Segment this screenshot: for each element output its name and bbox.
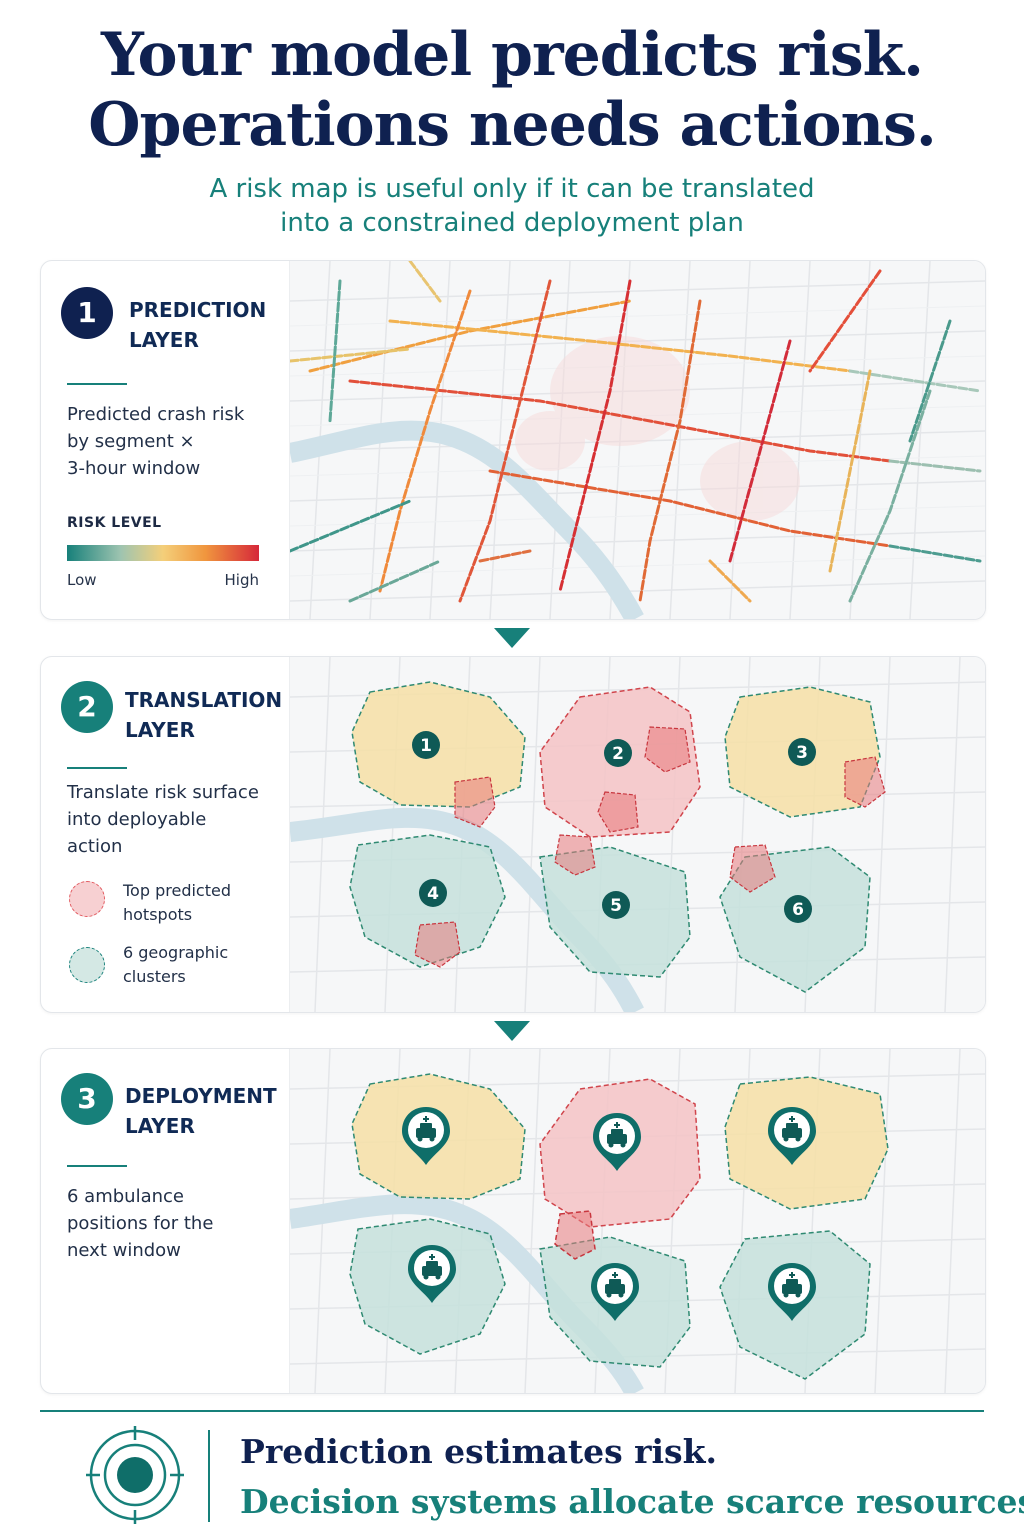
prediction-layer-description: Predicted crash risk by segment × 3-hour…: [67, 401, 277, 482]
cluster-marker-4: [419, 879, 447, 907]
cluster-label-2: 2: [612, 744, 624, 764]
cluster-label-6: 6: [792, 900, 804, 920]
legend-line: Top predicted: [123, 881, 231, 900]
risk-level-label: RISK LEVEL: [67, 515, 162, 531]
cluster-map-svg: 1 2 3 4 5 6: [290, 657, 985, 1012]
hotspot-legend-text: Top predicted hotspots: [123, 879, 273, 927]
divider: [67, 767, 127, 769]
cluster-label-3: 3: [796, 743, 808, 763]
cluster-marker-1: [412, 731, 440, 759]
hotspot: [454, 776, 496, 828]
translation-layer-panel: 2 TRANSLATION LAYER Translate risk surfa…: [40, 656, 986, 1013]
hotspot: [554, 1210, 596, 1260]
risk-map-svg: [290, 261, 985, 619]
hotspot-legend-swatch: [69, 881, 105, 917]
cluster-map: 1 2 3 4 5 6: [289, 657, 985, 1012]
desc-line: 6 ambulance: [67, 1186, 184, 1207]
hotspot: [844, 756, 886, 808]
hotspot: [729, 844, 776, 893]
prediction-layer-panel: 1 PREDICTION LAYER Predicted crash risk …: [40, 260, 986, 620]
divider: [67, 383, 127, 385]
divider: [67, 1165, 127, 1167]
cluster-marker-2: [604, 739, 632, 767]
deployment-map-svg: [290, 1049, 985, 1393]
desc-line: into deployable: [67, 809, 207, 830]
hotspot: [597, 791, 639, 833]
layer-title-line-2: LAYER: [125, 1114, 195, 1138]
cluster-label-1: 1: [420, 736, 432, 756]
hotspot: [644, 726, 691, 773]
risk-glow: [515, 336, 800, 521]
cluster-label-4: 4: [427, 884, 439, 904]
desc-line: Translate risk surface: [67, 782, 259, 803]
layer-title-line-1: TRANSLATION: [125, 688, 283, 712]
deployment-layer-panel: 3 DEPLOYMENT LAYER 6 ambulance positions…: [40, 1048, 986, 1394]
legend-line: clusters: [123, 967, 186, 986]
risk-map: [289, 261, 985, 619]
layer-title-line-2: LAYER: [125, 718, 195, 742]
risk-low-label: Low: [67, 571, 97, 589]
legend-line: 6 geographic: [123, 943, 229, 962]
cluster-label-5: 5: [610, 896, 622, 916]
triangle-down-arrow-icon: [494, 1021, 530, 1041]
deployment-layer-title: DEPLOYMENT LAYER: [125, 1081, 277, 1141]
desc-line: Predicted crash risk: [67, 404, 245, 425]
layer-title-line-1: PREDICTION: [129, 298, 267, 322]
title-line-1: Your model predicts risk.: [100, 20, 924, 90]
target-icon: [86, 1426, 184, 1524]
footer-line-2: Decision systems allocate scarce resourc…: [240, 1482, 1024, 1521]
risk-segments: [290, 261, 982, 603]
translation-layer-description: Translate risk surface into deployable a…: [67, 779, 277, 860]
prediction-layer-sidebar: 1 PREDICTION LAYER Predicted crash risk …: [41, 261, 289, 619]
cluster-legend-text: 6 geographic clusters: [123, 941, 273, 989]
main-title: Your model predicts risk. Operations nee…: [0, 20, 1024, 160]
risk-gradient-bar: [67, 545, 259, 561]
triangle-down-arrow-icon: [494, 628, 530, 648]
layer-title-line-2: LAYER: [129, 328, 199, 352]
title-line-2: Operations needs actions.: [88, 90, 937, 160]
translation-layer-sidebar: 2 TRANSLATION LAYER Translate risk surfa…: [41, 657, 289, 1012]
hotspot: [414, 921, 461, 968]
desc-line: action: [67, 836, 123, 857]
cluster-legend-swatch: [69, 947, 105, 983]
deployment-layer-sidebar: 3 DEPLOYMENT LAYER 6 ambulance positions…: [41, 1049, 289, 1393]
cluster-markers: [412, 731, 816, 923]
desc-line: next window: [67, 1240, 181, 1261]
deployment-layer-description: 6 ambulance positions for the next windo…: [67, 1183, 277, 1264]
cluster-marker-5: [602, 891, 630, 919]
footer-line-1: Prediction estimates risk.: [240, 1432, 717, 1471]
desc-line: 3-hour window: [67, 458, 201, 479]
subtitle-line-2: into a constrained deployment plan: [280, 208, 744, 238]
desc-line: positions for the: [67, 1213, 214, 1234]
subtitle: A risk map is useful only if it can be t…: [0, 172, 1024, 240]
layer-title-line-1: DEPLOYMENT: [125, 1084, 277, 1108]
hotspot: [554, 834, 596, 876]
deployment-map: [289, 1049, 985, 1393]
risk-high-label: High: [224, 571, 259, 589]
hotspots: [414, 726, 886, 968]
cluster-marker-3: [788, 738, 816, 766]
subtitle-line-1: A risk map is useful only if it can be t…: [209, 174, 815, 204]
translation-layer-title: TRANSLATION LAYER: [125, 685, 282, 745]
cluster-marker-6: [784, 895, 812, 923]
step-number-2: 2: [61, 681, 113, 733]
step-number-1: 1: [61, 287, 113, 339]
footer-divider: [208, 1430, 210, 1522]
step-number-3: 3: [61, 1073, 113, 1125]
footer-rule: [40, 1410, 984, 1412]
legend-line: hotspots: [123, 905, 193, 924]
desc-line: by segment ×: [67, 431, 195, 452]
cluster-labels: 1 2 3 4 5 6: [420, 736, 808, 920]
prediction-layer-title: PREDICTION LAYER: [129, 295, 266, 355]
